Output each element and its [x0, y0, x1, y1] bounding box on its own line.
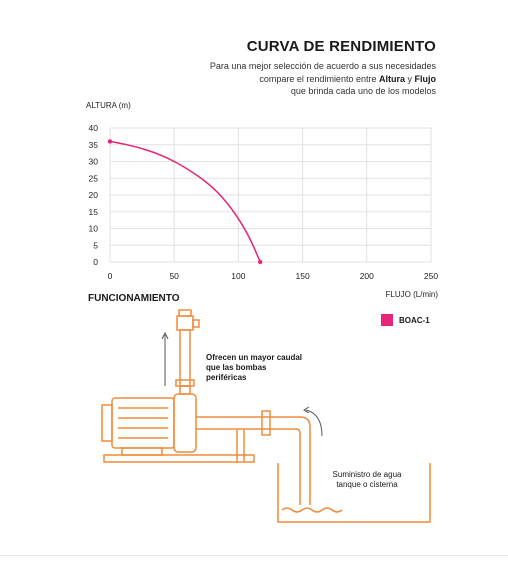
y-tick-label: 15	[89, 207, 99, 217]
subtitle-bold-altura: Altura	[378, 73, 405, 84]
x-tick-label: 250	[424, 271, 438, 281]
x-tick-labels: 0 50 100 150 200 250	[108, 271, 439, 281]
subtitle-text-a: compare el rendimiento entre	[259, 73, 379, 84]
x-tick-label: 200	[360, 271, 374, 281]
suction-flow-arrowhead	[303, 406, 310, 414]
discharge-cap	[178, 309, 192, 317]
y-tick-label: 35	[89, 140, 99, 150]
y-tick-label: 30	[89, 157, 99, 167]
suction-elbow	[295, 416, 311, 505]
y-tick-labels: 0 5 10 15 20 25 30 35 40	[89, 123, 99, 267]
suction-union	[261, 410, 271, 436]
section-title: FUNCIONAMIENTO	[88, 293, 180, 304]
series-line	[109, 140, 261, 263]
subtitle-line-1: Para una mejor selección de acuerdo a su…	[209, 61, 436, 71]
subtitle-line-3: que brinda cada uno de los modelos	[290, 86, 436, 96]
y-tick-label: 5	[93, 240, 98, 250]
legend-swatch	[381, 314, 393, 326]
pump-head	[173, 393, 197, 453]
chart-grid	[109, 127, 432, 263]
x-tick-label: 100	[231, 271, 245, 281]
pump-base	[103, 454, 255, 463]
x-tick-label: 50	[169, 271, 179, 281]
y-tick-label: 40	[89, 123, 99, 133]
up-flow-arrowhead	[161, 331, 169, 340]
x-axis-label: FLUJO (L/min)	[385, 290, 438, 299]
y-tick-label: 10	[89, 224, 99, 234]
y-tick-label: 20	[89, 190, 99, 200]
discharge-pipe	[179, 329, 191, 387]
subtitle-bold-flujo: Flujo	[414, 73, 437, 84]
motor-endcap	[101, 404, 113, 442]
chart-series	[107, 139, 263, 265]
motor-feet	[121, 447, 163, 456]
discharge-fitting	[176, 315, 194, 331]
x-tick-label: 0	[108, 271, 113, 281]
chart-title: CURVA DE RENDIMIENTO	[246, 38, 436, 55]
subtitle-line-2: compare el rendimiento entre Altura y Fl…	[136, 73, 436, 86]
subtitle-text-y: y	[404, 73, 415, 84]
y-axis-label: ALTURA (m)	[86, 101, 131, 110]
water-tank	[277, 463, 431, 523]
flow-arrows	[161, 331, 323, 437]
valve-handle	[192, 319, 200, 328]
water-surface	[281, 507, 343, 513]
bottom-rule	[0, 555, 508, 556]
supply-label: Suministro de agua tanque o cisterna	[332, 470, 402, 489]
series-point	[107, 139, 113, 144]
x-tick-label: 150	[296, 271, 310, 281]
diagram-note: Ofrecen un mayor caudal que las bombas p…	[206, 353, 303, 382]
y-tick-label: 0	[93, 257, 98, 267]
suction-flow-arrow	[305, 409, 323, 437]
pump-volute	[179, 385, 191, 395]
series-point	[258, 259, 263, 265]
motor-body	[111, 397, 175, 449]
chart-subtitle: Para una mejor selección de acuerdo a su…	[136, 60, 436, 98]
legend-label: BOAC-1	[399, 315, 430, 325]
legend: BOAC-1	[381, 314, 430, 326]
discharge-coupling	[175, 379, 195, 387]
y-tick-label: 25	[89, 173, 99, 183]
performance-chart: 0 5 10 15 20 25 30 35 40 0 50 100 150 200 250	[89, 123, 439, 281]
